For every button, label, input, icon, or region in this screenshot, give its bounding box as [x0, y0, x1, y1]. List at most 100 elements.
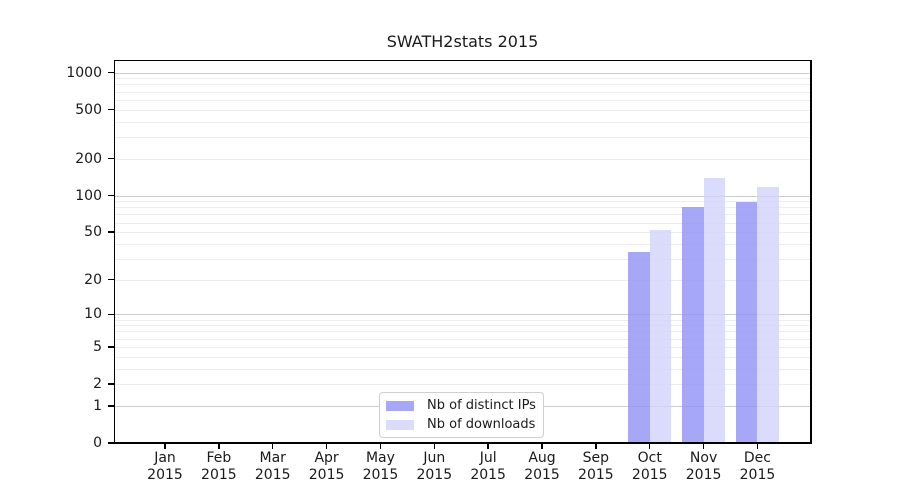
x-tick-label: Jul 2015 — [456, 450, 520, 483]
y-tick-mark — [108, 278, 115, 281]
bar-ips-dec — [735, 202, 758, 443]
gridline-minor — [115, 346, 810, 348]
gridline-minor — [115, 319, 810, 321]
gridline-minor — [115, 84, 810, 86]
y-tick-label: 1000 — [66, 64, 102, 81]
x-tick-year: 2015 — [685, 466, 722, 483]
y-tick-label: 50 — [84, 224, 102, 241]
y-tick-label: 5 — [93, 338, 102, 355]
legend-item: Nb of downloads — [386, 417, 537, 433]
y-tick-mark — [108, 108, 115, 111]
gridline-minor — [115, 384, 810, 386]
gridline-minor — [115, 325, 810, 327]
y-tick-label: 200 — [75, 150, 102, 167]
gridline-minor — [115, 201, 810, 203]
x-tick-year: 2015 — [739, 466, 776, 483]
gridline-minor — [115, 158, 810, 160]
gridline-minor — [115, 109, 810, 111]
bar-downloads-oct — [649, 230, 672, 443]
x-tick-label: Aug 2015 — [510, 450, 574, 483]
x-tick-mark — [433, 444, 436, 449]
gridline-minor — [115, 207, 810, 209]
x-tick-year: 2015 — [631, 466, 668, 483]
x-tick-month: Feb — [206, 450, 232, 466]
x-tick-label: Mar 2015 — [241, 450, 305, 483]
chart-title: SWATH2stats 2015 — [386, 32, 539, 51]
bar-downloads-dec — [757, 186, 779, 443]
x-tick-month: Mar — [259, 450, 286, 466]
x-tick-label: Jan 2015 — [133, 450, 197, 483]
bar-ips-oct — [628, 252, 650, 443]
x-tick-mark — [271, 444, 274, 449]
top-spine — [114, 59, 811, 62]
x-tick-year: 2015 — [308, 466, 345, 483]
y-tick-label: 10 — [84, 306, 102, 323]
left-spine — [113, 60, 116, 444]
gridline-minor — [115, 258, 810, 260]
gridline-minor — [115, 136, 810, 138]
y-tick-mark — [108, 231, 115, 233]
y-tick-label: 100 — [75, 187, 102, 204]
x-tick-month: Apr — [314, 450, 339, 466]
legend-label: Nb of distinct IPs — [427, 397, 536, 413]
x-tick-mark — [164, 444, 166, 449]
x-tick-month: Jul — [479, 450, 497, 466]
x-tick-mark — [648, 444, 651, 449]
x-tick-year: 2015 — [201, 466, 237, 483]
y-tick-mark — [108, 442, 115, 444]
gridline-minor — [115, 279, 810, 281]
gridline-minor — [115, 368, 810, 370]
x-tick-month: Jan — [154, 450, 176, 466]
y-tick-mark — [108, 405, 115, 407]
gridline-minor — [115, 214, 810, 216]
x-tick-label: May 2015 — [348, 450, 412, 483]
x-tick-month: Aug — [528, 450, 556, 466]
x-tick-month: Jun — [423, 450, 446, 466]
y-tick-mark — [108, 194, 115, 197]
x-tick-mark — [325, 444, 328, 449]
x-tick-mark — [702, 444, 705, 449]
gridline-minor — [115, 91, 810, 93]
gridline-major — [115, 314, 810, 316]
x-tick-label: Oct 2015 — [618, 450, 682, 483]
x-tick-label: Feb 2015 — [187, 450, 251, 483]
gridline-major — [115, 195, 810, 197]
legend-swatch-ips — [386, 400, 414, 411]
x-tick-label: Apr 2015 — [295, 450, 359, 483]
legend: Nb of distinct IPs Nb of downloads — [379, 392, 544, 438]
x-tick-month: May — [365, 450, 395, 466]
x-tick-year: 2015 — [254, 466, 291, 483]
x-tick-mark — [595, 444, 597, 449]
x-tick-month: Nov — [689, 450, 718, 466]
x-tick-month: Dec — [743, 450, 771, 466]
gridline-minor — [115, 243, 810, 245]
right-spine — [809, 60, 812, 444]
y-tick-label: 2 — [93, 376, 102, 393]
y-tick-mark — [108, 346, 115, 348]
legend-label: Nb of downloads — [427, 416, 536, 432]
bar-ips-nov — [682, 207, 704, 443]
gridline-minor — [115, 331, 810, 333]
x-tick-label: Dec 2015 — [725, 450, 789, 483]
y-tick-label: 20 — [84, 271, 102, 288]
y-tick-mark — [108, 313, 115, 316]
x-tick-year: 2015 — [147, 466, 183, 483]
legend-swatch-downloads — [386, 419, 414, 430]
x-tick-mark — [487, 444, 489, 449]
y-tick-label: 1 — [93, 397, 102, 414]
x-tick-month: Sep — [582, 450, 610, 466]
x-tick-year: 2015 — [362, 466, 399, 483]
y-tick-mark — [108, 383, 115, 385]
plot-area — [113, 59, 812, 444]
x-tick-mark — [541, 444, 543, 449]
x-tick-year: 2015 — [416, 466, 453, 483]
x-tick-mark — [218, 444, 220, 449]
gridline-minor — [115, 222, 810, 224]
gridline-minor — [115, 356, 810, 358]
x-tick-month: Oct — [637, 450, 662, 466]
x-tick-mark — [379, 444, 382, 449]
x-tick-label: Sep 2015 — [564, 450, 628, 483]
gridline-minor — [115, 99, 810, 101]
gridline-minor — [115, 232, 810, 234]
y-tick-mark — [108, 71, 115, 74]
